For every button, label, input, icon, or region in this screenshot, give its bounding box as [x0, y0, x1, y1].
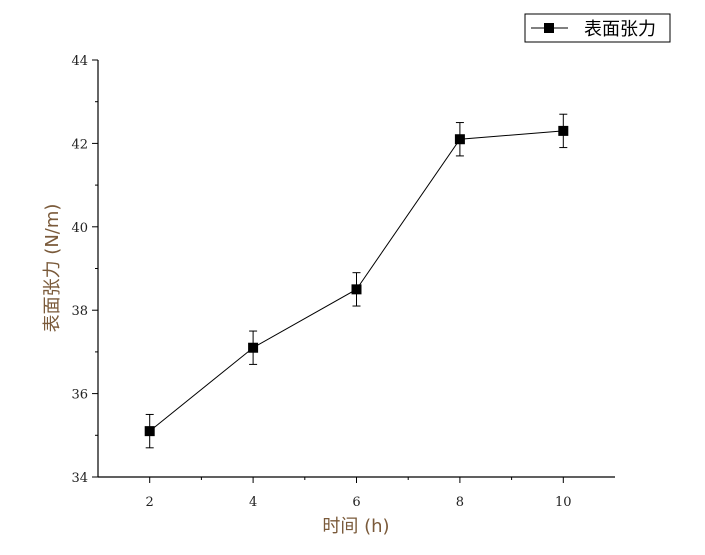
- legend-label: 表面张力: [584, 19, 656, 40]
- x-axis-title: 时间 (h): [322, 516, 389, 537]
- data-point-marker: [454, 134, 465, 145]
- axes: 34 36 38 40 42 44 2 4 6 8 10: [71, 54, 615, 510]
- x-tick-label: 10: [555, 495, 572, 510]
- x-tick-label: 4: [249, 495, 257, 510]
- y-tick-label: 42: [71, 137, 88, 152]
- data-point-marker: [248, 342, 259, 353]
- y-tick-label: 36: [71, 388, 88, 403]
- y-tick-label: 38: [71, 304, 88, 319]
- series-layer: [144, 113, 569, 449]
- y-axis-title: 表面张力 (N/m): [42, 204, 63, 333]
- x-tick-label: 8: [456, 495, 464, 510]
- legend: 表面张力: [524, 13, 671, 43]
- y-tick-label: 34: [71, 471, 88, 486]
- data-point-marker: [558, 125, 569, 136]
- data-point-marker: [144, 426, 155, 437]
- y-tick-label: 44: [71, 54, 88, 69]
- legend-marker: [544, 23, 554, 33]
- data-point-marker: [351, 284, 362, 295]
- y-tick-label: 40: [71, 221, 88, 236]
- x-tick-label: 6: [352, 495, 360, 510]
- x-tick-label: 2: [146, 495, 154, 510]
